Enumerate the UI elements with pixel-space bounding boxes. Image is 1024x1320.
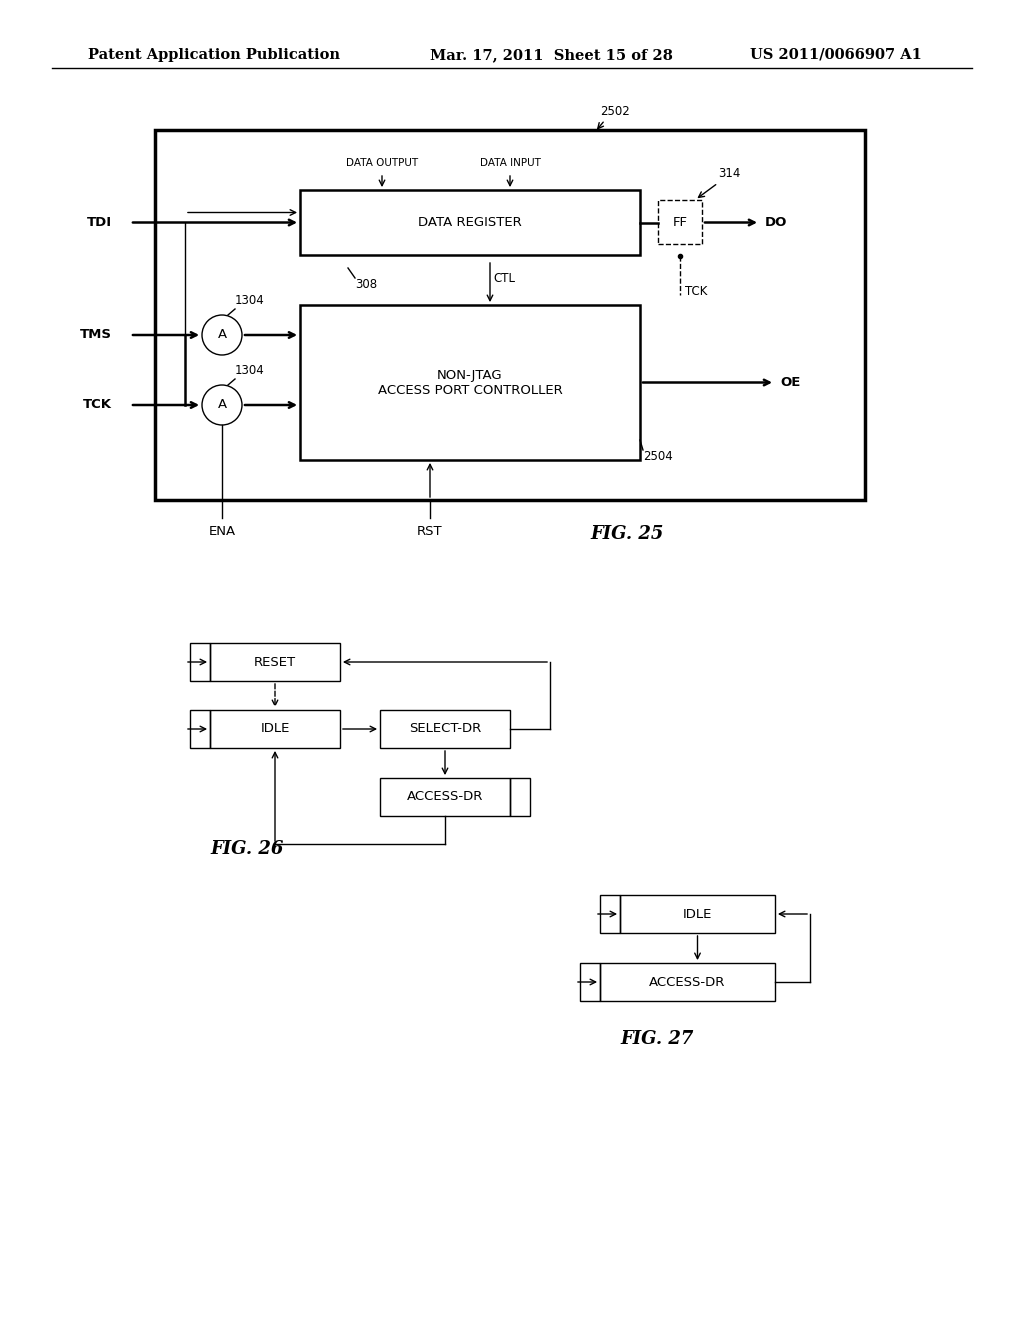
Bar <box>210 643 340 681</box>
Text: DATA INPUT: DATA INPUT <box>479 158 541 168</box>
Bar <box>600 964 775 1001</box>
Text: Mar. 17, 2011  Sheet 15 of 28: Mar. 17, 2011 Sheet 15 of 28 <box>430 48 673 62</box>
Text: FIG. 25: FIG. 25 <box>590 525 664 543</box>
Bar <box>190 643 210 681</box>
Text: TCK: TCK <box>685 285 708 298</box>
Bar <box>380 710 510 748</box>
Bar <box>620 895 775 933</box>
Bar <box>600 895 620 933</box>
Text: A: A <box>217 399 226 412</box>
Bar <box>300 190 640 255</box>
Bar <box>658 201 702 244</box>
Text: TMS: TMS <box>80 329 112 342</box>
Bar <box>155 129 865 500</box>
Text: NON-JTAG
ACCESS PORT CONTROLLER: NON-JTAG ACCESS PORT CONTROLLER <box>378 368 562 396</box>
Bar <box>380 777 510 816</box>
Text: RST: RST <box>417 525 442 539</box>
Bar <box>190 710 210 748</box>
Text: FIG. 27: FIG. 27 <box>620 1030 693 1048</box>
Text: A: A <box>217 329 226 342</box>
Text: RESET: RESET <box>254 656 296 668</box>
Text: CTL: CTL <box>493 272 515 285</box>
Text: FF: FF <box>673 215 687 228</box>
Text: IDLE: IDLE <box>260 722 290 735</box>
Bar <box>210 710 340 748</box>
Text: Patent Application Publication: Patent Application Publication <box>88 48 340 62</box>
Text: 2502: 2502 <box>600 106 630 117</box>
Text: SELECT-DR: SELECT-DR <box>409 722 481 735</box>
Text: US 2011/0066907 A1: US 2011/0066907 A1 <box>750 48 922 62</box>
Text: DO: DO <box>765 216 787 228</box>
Text: DATA REGISTER: DATA REGISTER <box>418 216 522 228</box>
Text: OE: OE <box>780 376 801 389</box>
Text: 2504: 2504 <box>643 450 673 463</box>
Bar <box>300 305 640 459</box>
Text: TCK: TCK <box>83 399 112 412</box>
Text: 314: 314 <box>718 168 740 180</box>
Text: ENA: ENA <box>209 525 236 539</box>
Bar <box>580 964 600 1001</box>
Text: 1304: 1304 <box>234 364 265 378</box>
Text: 1304: 1304 <box>234 294 265 308</box>
Text: TDI: TDI <box>87 216 112 228</box>
Text: IDLE: IDLE <box>683 908 712 920</box>
Text: ACCESS-DR: ACCESS-DR <box>649 975 726 989</box>
Bar <box>510 777 530 816</box>
Text: ACCESS-DR: ACCESS-DR <box>407 791 483 804</box>
Text: 308: 308 <box>355 279 377 290</box>
Text: DATA OUTPUT: DATA OUTPUT <box>346 158 418 168</box>
Text: FIG. 26: FIG. 26 <box>210 840 284 858</box>
